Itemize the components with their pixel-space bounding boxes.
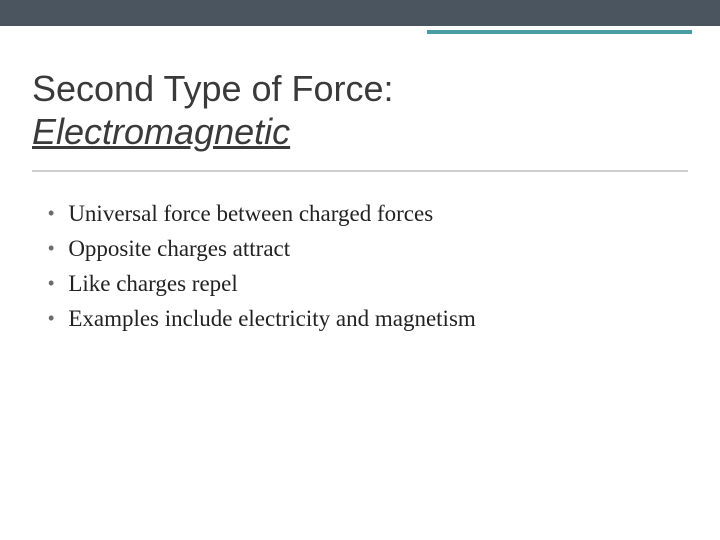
- slide: Second Type of Force: Electromagnetic • …: [0, 0, 720, 540]
- bullet-text: Examples include electricity and magneti…: [68, 303, 475, 334]
- bullet-text: Like charges repel: [68, 268, 237, 299]
- bullet-list: • Universal force between charged forces…: [48, 198, 680, 338]
- bullet-marker: •: [48, 236, 54, 260]
- title-block: Second Type of Force: Electromagnetic: [32, 68, 688, 153]
- list-item: • Universal force between charged forces: [48, 198, 680, 229]
- title-divider: [32, 170, 688, 172]
- list-item: • Like charges repel: [48, 268, 680, 299]
- bullet-marker: •: [48, 271, 54, 295]
- bullet-text: Opposite charges attract: [68, 233, 290, 264]
- bullet-marker: •: [48, 306, 54, 330]
- title-line-2: Electromagnetic: [32, 111, 688, 152]
- top-bar: [0, 0, 720, 26]
- list-item: • Examples include electricity and magne…: [48, 303, 680, 334]
- bullet-text: Universal force between charged forces: [68, 198, 433, 229]
- accent-line: [427, 30, 692, 34]
- bullet-marker: •: [48, 201, 54, 225]
- list-item: • Opposite charges attract: [48, 233, 680, 264]
- title-line-1: Second Type of Force:: [32, 68, 688, 109]
